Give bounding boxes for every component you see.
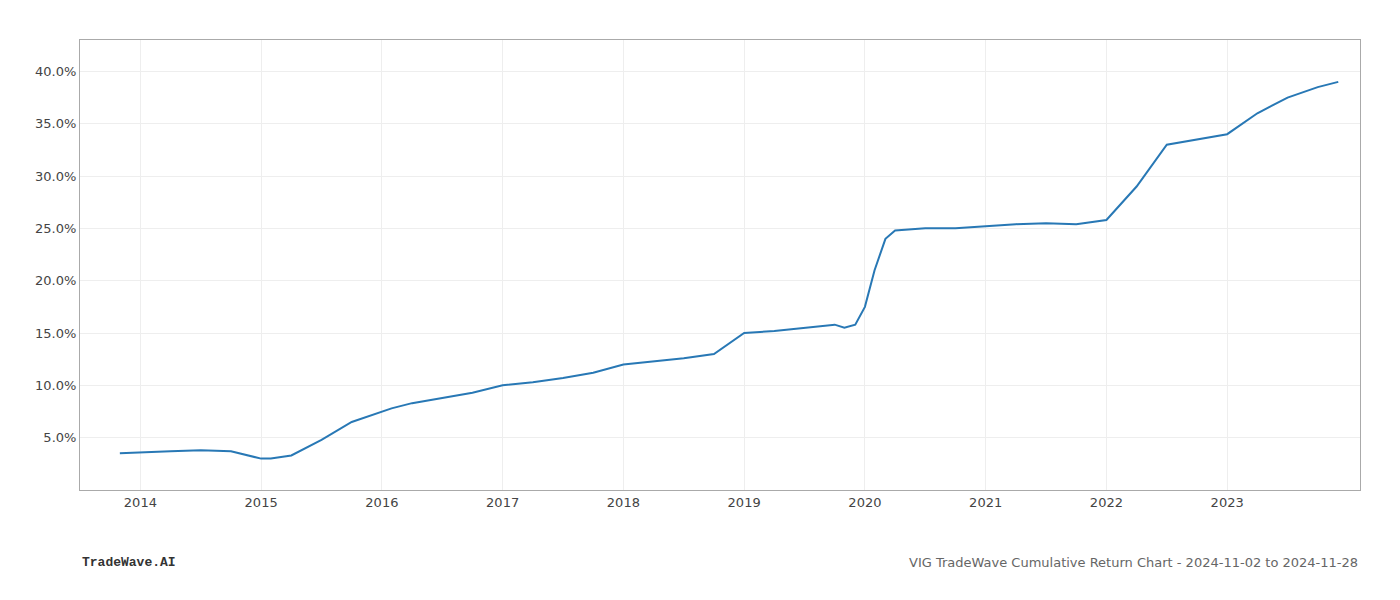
svg-text:25.0%: 25.0% [35,221,76,236]
svg-text:2020: 2020 [848,495,881,510]
svg-text:10.0%: 10.0% [35,378,76,393]
svg-text:2017: 2017 [486,495,519,510]
svg-text:2023: 2023 [1211,495,1244,510]
svg-text:2019: 2019 [728,495,761,510]
svg-text:35.0%: 35.0% [35,116,76,131]
svg-text:30.0%: 30.0% [35,169,76,184]
svg-text:15.0%: 15.0% [35,326,76,341]
svg-text:20.0%: 20.0% [35,273,76,288]
svg-text:5.0%: 5.0% [43,430,76,445]
svg-text:2021: 2021 [969,495,1002,510]
svg-text:2014: 2014 [124,495,157,510]
svg-text:40.0%: 40.0% [35,64,76,79]
svg-text:2016: 2016 [365,495,398,510]
svg-text:2022: 2022 [1090,495,1123,510]
svg-text:VIG TradeWave Cumulative Retur: VIG TradeWave Cumulative Return Chart - … [909,555,1358,570]
svg-text:TradeWave.AI: TradeWave.AI [82,555,176,570]
svg-text:2015: 2015 [245,495,278,510]
svg-text:2018: 2018 [607,495,640,510]
